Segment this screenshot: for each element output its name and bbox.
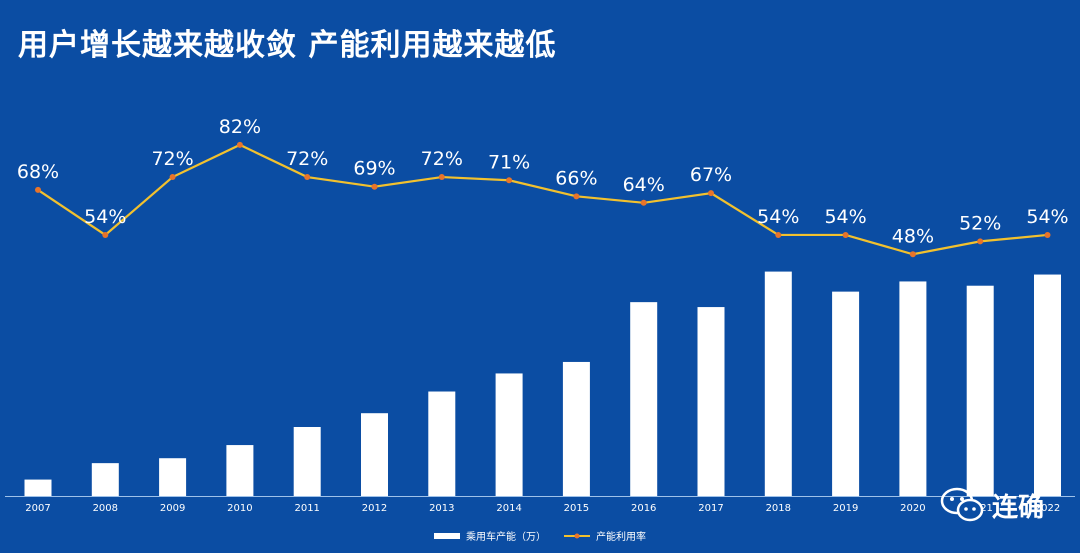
data-label-2022: 54% bbox=[1026, 206, 1068, 228]
bar-2007 bbox=[24, 479, 52, 496]
data-label-2012: 69% bbox=[353, 158, 395, 180]
line-point-2007 bbox=[35, 186, 41, 193]
x-tick-2009: 2009 bbox=[160, 503, 185, 514]
legend-label-bar: 乘用车产能（万） bbox=[466, 532, 546, 543]
line-point-2014 bbox=[506, 177, 513, 184]
legend-item-bar[interactable]: 乘用车产能（万） bbox=[434, 528, 546, 543]
line-point-2015 bbox=[573, 193, 580, 200]
x-tick-2007: 2007 bbox=[25, 503, 50, 514]
line-point-2022 bbox=[1044, 231, 1051, 238]
x-tick-2017: 2017 bbox=[698, 503, 723, 514]
data-label-2014: 71% bbox=[488, 151, 530, 173]
chart-title: 用户增长越来越收敛 产能利用越来越低 bbox=[18, 28, 557, 63]
line-point-2016 bbox=[640, 199, 647, 206]
legend-label-line: 产能利用率 bbox=[596, 532, 646, 543]
bar-2020 bbox=[899, 281, 927, 496]
line-point-2013 bbox=[438, 174, 445, 181]
data-label-2016: 64% bbox=[623, 174, 665, 196]
bar-series bbox=[24, 271, 1061, 496]
data-label-2020: 48% bbox=[892, 225, 934, 247]
data-label-2009: 72% bbox=[151, 148, 193, 170]
data-label-2018: 54% bbox=[757, 206, 799, 228]
line-series: 68% 54% 72% 82% 72% 69% 72% 71% 66% 64% 67% 54% 54% 4… bbox=[17, 116, 1069, 258]
x-tick-2014: 2014 bbox=[496, 503, 521, 514]
x-tick-2010: 2010 bbox=[227, 503, 252, 514]
x-tick-2016: 2016 bbox=[631, 503, 656, 514]
watermark: 连确 bbox=[940, 486, 1044, 524]
line-point-2008 bbox=[102, 231, 109, 238]
wechat-icon bbox=[940, 487, 984, 522]
line-point-2021 bbox=[977, 238, 984, 245]
bar-2018 bbox=[764, 271, 792, 496]
line-point-2009 bbox=[169, 174, 176, 181]
x-tick-2022: 2022 bbox=[1035, 503, 1060, 514]
bar-2016 bbox=[630, 302, 658, 496]
x-tick-2008: 2008 bbox=[93, 503, 118, 514]
data-label-2010: 82% bbox=[219, 116, 261, 138]
x-tick-labels: 2007 2008 2009 2010 2011 2012 2013 2014 2015 2016… bbox=[25, 503, 1060, 514]
bar-2013 bbox=[428, 391, 456, 496]
bar-2012 bbox=[361, 413, 388, 496]
line-point-2019 bbox=[842, 231, 849, 238]
data-label-2017: 67% bbox=[690, 164, 732, 186]
data-label-2013: 72% bbox=[421, 148, 463, 170]
line-point-2010 bbox=[236, 141, 243, 148]
line-point-2017 bbox=[708, 190, 714, 197]
x-tick-2018: 2018 bbox=[766, 503, 791, 514]
data-label-2019: 54% bbox=[824, 206, 866, 228]
data-label-2008: 54% bbox=[84, 206, 126, 228]
x-tick-2019: 2019 bbox=[833, 503, 858, 514]
line-point-2012 bbox=[371, 183, 378, 190]
bar-2021 bbox=[966, 285, 994, 496]
bar-2017 bbox=[697, 307, 725, 496]
line-point-2011 bbox=[304, 174, 311, 181]
data-label-2011: 72% bbox=[286, 148, 328, 170]
legend-item-line[interactable]: 产能利用率 bbox=[564, 528, 646, 543]
x-tick-2011: 2011 bbox=[294, 503, 319, 514]
x-tick-2020: 2020 bbox=[900, 503, 925, 514]
x-tick-2013: 2013 bbox=[429, 503, 454, 514]
chart-legend: 乘用车产能（万） 产能利用率 bbox=[0, 528, 1080, 543]
bar-2015 bbox=[562, 361, 590, 496]
bar-2014 bbox=[495, 373, 523, 496]
bar-2009 bbox=[159, 458, 187, 496]
bar-2011 bbox=[293, 427, 321, 496]
line-point-2020 bbox=[909, 251, 916, 258]
watermark-text: 连确 bbox=[991, 492, 1044, 523]
bar-2022 bbox=[1034, 274, 1061, 496]
legend-swatch-bar bbox=[434, 532, 460, 539]
line-point-2018 bbox=[775, 231, 782, 238]
bar-2010 bbox=[226, 445, 254, 496]
bar-2019 bbox=[832, 291, 860, 496]
data-label-2007: 68% bbox=[17, 161, 59, 183]
data-label-2021: 52% bbox=[959, 212, 1001, 234]
x-tick-2015: 2015 bbox=[564, 503, 589, 514]
utilization-line bbox=[37, 143, 1048, 256]
x-tick-2012: 2012 bbox=[362, 503, 387, 514]
data-label-2015: 66% bbox=[555, 167, 597, 189]
bar-2008 bbox=[91, 463, 119, 496]
legend-swatch-line bbox=[564, 533, 590, 538]
